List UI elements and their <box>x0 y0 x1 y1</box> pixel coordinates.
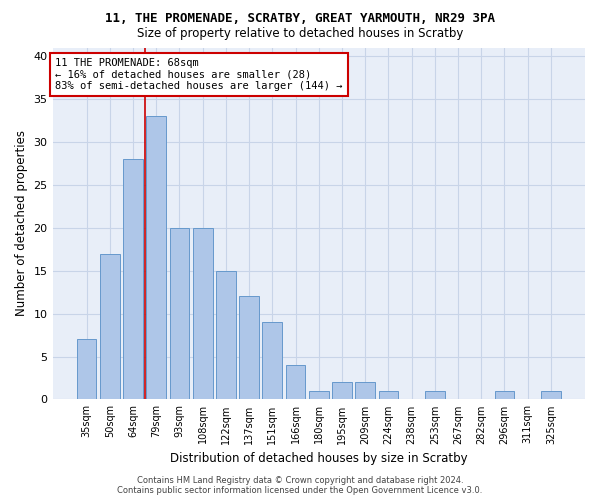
Y-axis label: Number of detached properties: Number of detached properties <box>15 130 28 316</box>
Bar <box>100 254 119 400</box>
Text: Size of property relative to detached houses in Scratby: Size of property relative to detached ho… <box>137 28 463 40</box>
Text: 11 THE PROMENADE: 68sqm
← 16% of detached houses are smaller (28)
83% of semi-de: 11 THE PROMENADE: 68sqm ← 16% of detache… <box>55 58 343 92</box>
Text: Contains HM Land Registry data © Crown copyright and database right 2024.
Contai: Contains HM Land Registry data © Crown c… <box>118 476 482 495</box>
Text: 11, THE PROMENADE, SCRATBY, GREAT YARMOUTH, NR29 3PA: 11, THE PROMENADE, SCRATBY, GREAT YARMOU… <box>105 12 495 26</box>
Bar <box>146 116 166 400</box>
Bar <box>170 228 190 400</box>
Bar <box>216 270 236 400</box>
Bar <box>193 228 212 400</box>
Bar <box>77 340 97 400</box>
Bar <box>379 391 398 400</box>
Bar <box>332 382 352 400</box>
Bar <box>123 159 143 400</box>
Bar <box>425 391 445 400</box>
Bar <box>355 382 375 400</box>
Bar <box>262 322 282 400</box>
Bar <box>286 365 305 400</box>
Bar <box>541 391 561 400</box>
Bar <box>239 296 259 400</box>
X-axis label: Distribution of detached houses by size in Scratby: Distribution of detached houses by size … <box>170 452 467 465</box>
Bar <box>309 391 329 400</box>
Bar <box>494 391 514 400</box>
